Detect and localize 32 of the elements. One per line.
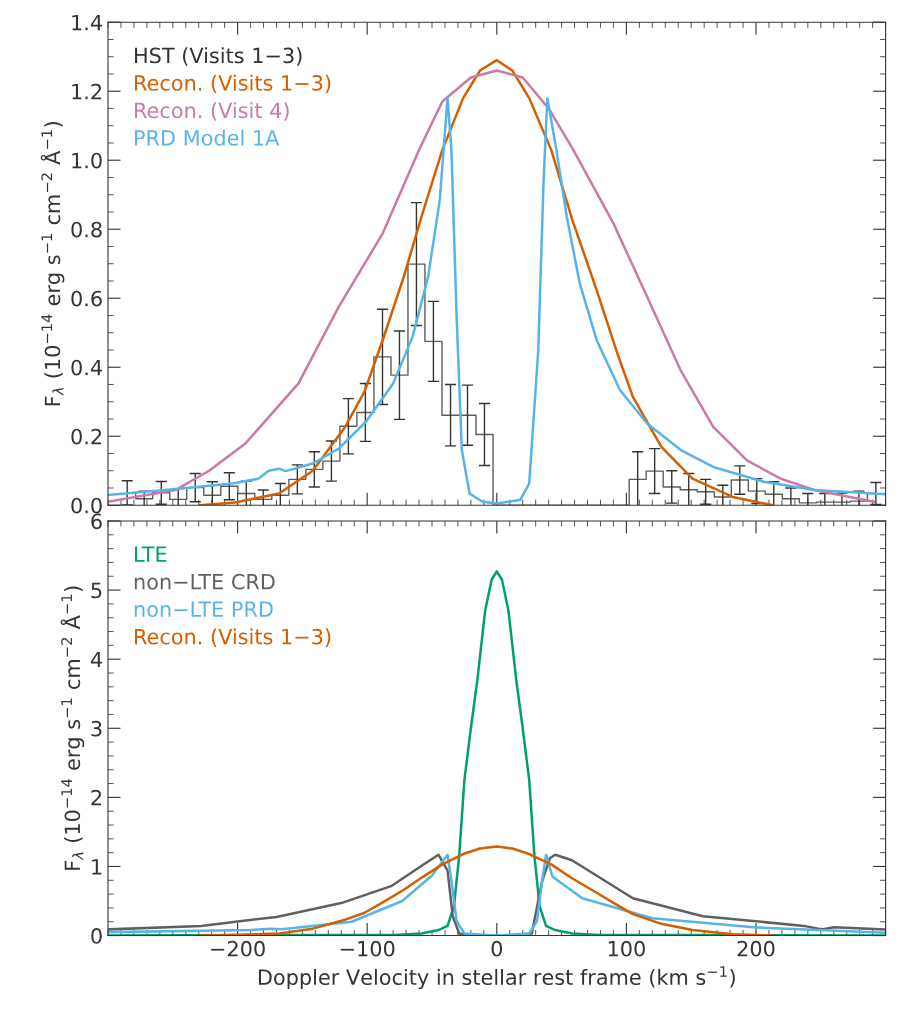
y-tick-label: 4 xyxy=(90,651,102,668)
y-tick-label: 0.8 xyxy=(71,221,102,238)
y-tick-label: 3 xyxy=(91,720,102,737)
legend-label: HST (Visits 1−3) xyxy=(135,47,302,66)
y-tick-label: 1 xyxy=(92,859,102,875)
line-series xyxy=(198,845,775,936)
y-tick-label: 0.2 xyxy=(71,428,102,445)
x-axis-title: Doppler Velocity in stellar rest frame (km s$^{−1}$) xyxy=(258,966,735,990)
text: non−LTE PRD xyxy=(134,601,273,618)
x-tick-label: −100 xyxy=(340,940,395,957)
text: F$_{λ}$ (10$^{−14}$ erg s$^{−1}$ cm$^{−2}$ Å$^{−1}$) xyxy=(40,122,65,406)
text: non−LTE CRD xyxy=(134,573,275,590)
text: Recon. (Visits 1−3) xyxy=(135,628,331,647)
y-tick-label: 5 xyxy=(91,582,102,599)
text: LTE xyxy=(135,546,167,562)
text: PRD Model 1A xyxy=(135,129,280,146)
x-tick-label: 200 xyxy=(737,940,775,957)
text: F$_{λ}$ (10$^{−14}$ erg s$^{−1}$ cm$^{−2}$ Å$^{−1}$) xyxy=(60,586,85,870)
x-tick-label: −200 xyxy=(211,940,265,957)
y-tick-label: 6 xyxy=(91,513,102,530)
y-tick-label: 1.4 xyxy=(72,14,102,31)
y-tick-label: 1.0 xyxy=(72,152,102,169)
y-tick-label: 0 xyxy=(91,928,102,944)
y-tick-label: 0.4 xyxy=(71,359,102,376)
x-tick-label: 100 xyxy=(608,940,645,957)
y-tick-label: 2 xyxy=(91,789,102,806)
text: Recon. (Visits 1−3) xyxy=(135,74,331,94)
y-tick-label: 0.6 xyxy=(71,290,102,307)
y-tick-label: 1.2 xyxy=(72,83,102,100)
y-tick-label: 0.0 xyxy=(71,497,102,514)
x-tick-label: 0 xyxy=(491,940,503,957)
text: Recon. (Visit 4) xyxy=(135,102,289,121)
